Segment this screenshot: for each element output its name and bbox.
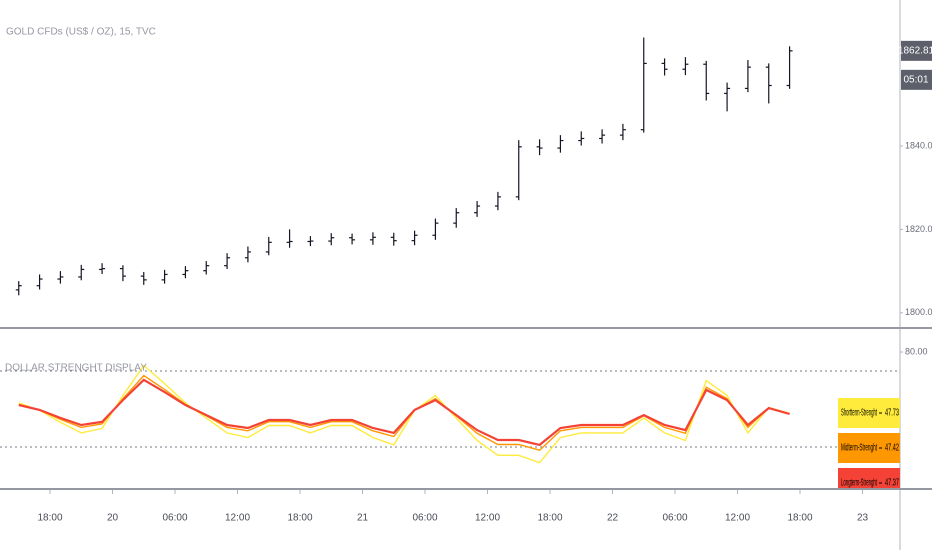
x-tick-label: 21 [357,513,369,524]
x-tick-label: 23 [857,513,869,524]
strength-line [18,364,790,464]
strength-line [18,374,790,451]
legend-box [838,433,900,463]
x-tick-label: 18:00 [537,513,562,524]
x-tick-label: 18:00 [787,513,812,524]
indicator-pane: Shortterm-Strenght 47.73 Midterm-Strenght 4… [0,364,900,489]
x-tick-label: 22 [607,513,619,524]
chart-title: GOLD CFDs (US$ / OZ), 15, TVC [6,27,156,38]
x-tick-label: 06:00 [662,513,687,524]
strength-line [18,378,790,447]
price-pane [15,37,793,296]
x-tick-label: 18:00 [287,513,312,524]
legend-name: Longterm-Strenght [841,478,877,489]
last-price-box [901,40,932,61]
x-tick-label: 18:00 [37,513,62,524]
y-tick-label: 1840.00 [905,140,932,150]
countdown-box [901,69,932,90]
x-tick-label: 06:00 [162,513,187,524]
last-price-label: 1862.81 [898,45,932,56]
legend-box [838,398,900,428]
legend-box [838,468,900,488]
y-tick-label: 1820.00 [905,224,932,234]
legend-value: 47.73 [885,408,899,419]
legend-name: Shortterm-Strenght [841,408,877,419]
x-tick-label: 12:00 [225,513,250,524]
countdown-label: 05:01 [903,74,928,85]
x-tick-label: 12:00 [475,513,500,524]
y-tick-label: 1800.00 [905,307,932,317]
x-tick-label: 20 [107,513,119,524]
y-tick-label: 80.00 [905,346,928,356]
x-tick-label: 06:00 [412,513,437,524]
legend-value: 47.42 [885,443,899,454]
legend-value: 47.37 [885,478,899,489]
axes: 1800.00 1820.00 1840.00 1862.81 05:01 80.00 18… [37,40,932,524]
x-tick-label: 12:00 [725,513,750,524]
indicator-title: DOLLAR STRENGHT DISPLAY [5,363,147,374]
legend-name: Midterm-Strenght [841,443,877,454]
